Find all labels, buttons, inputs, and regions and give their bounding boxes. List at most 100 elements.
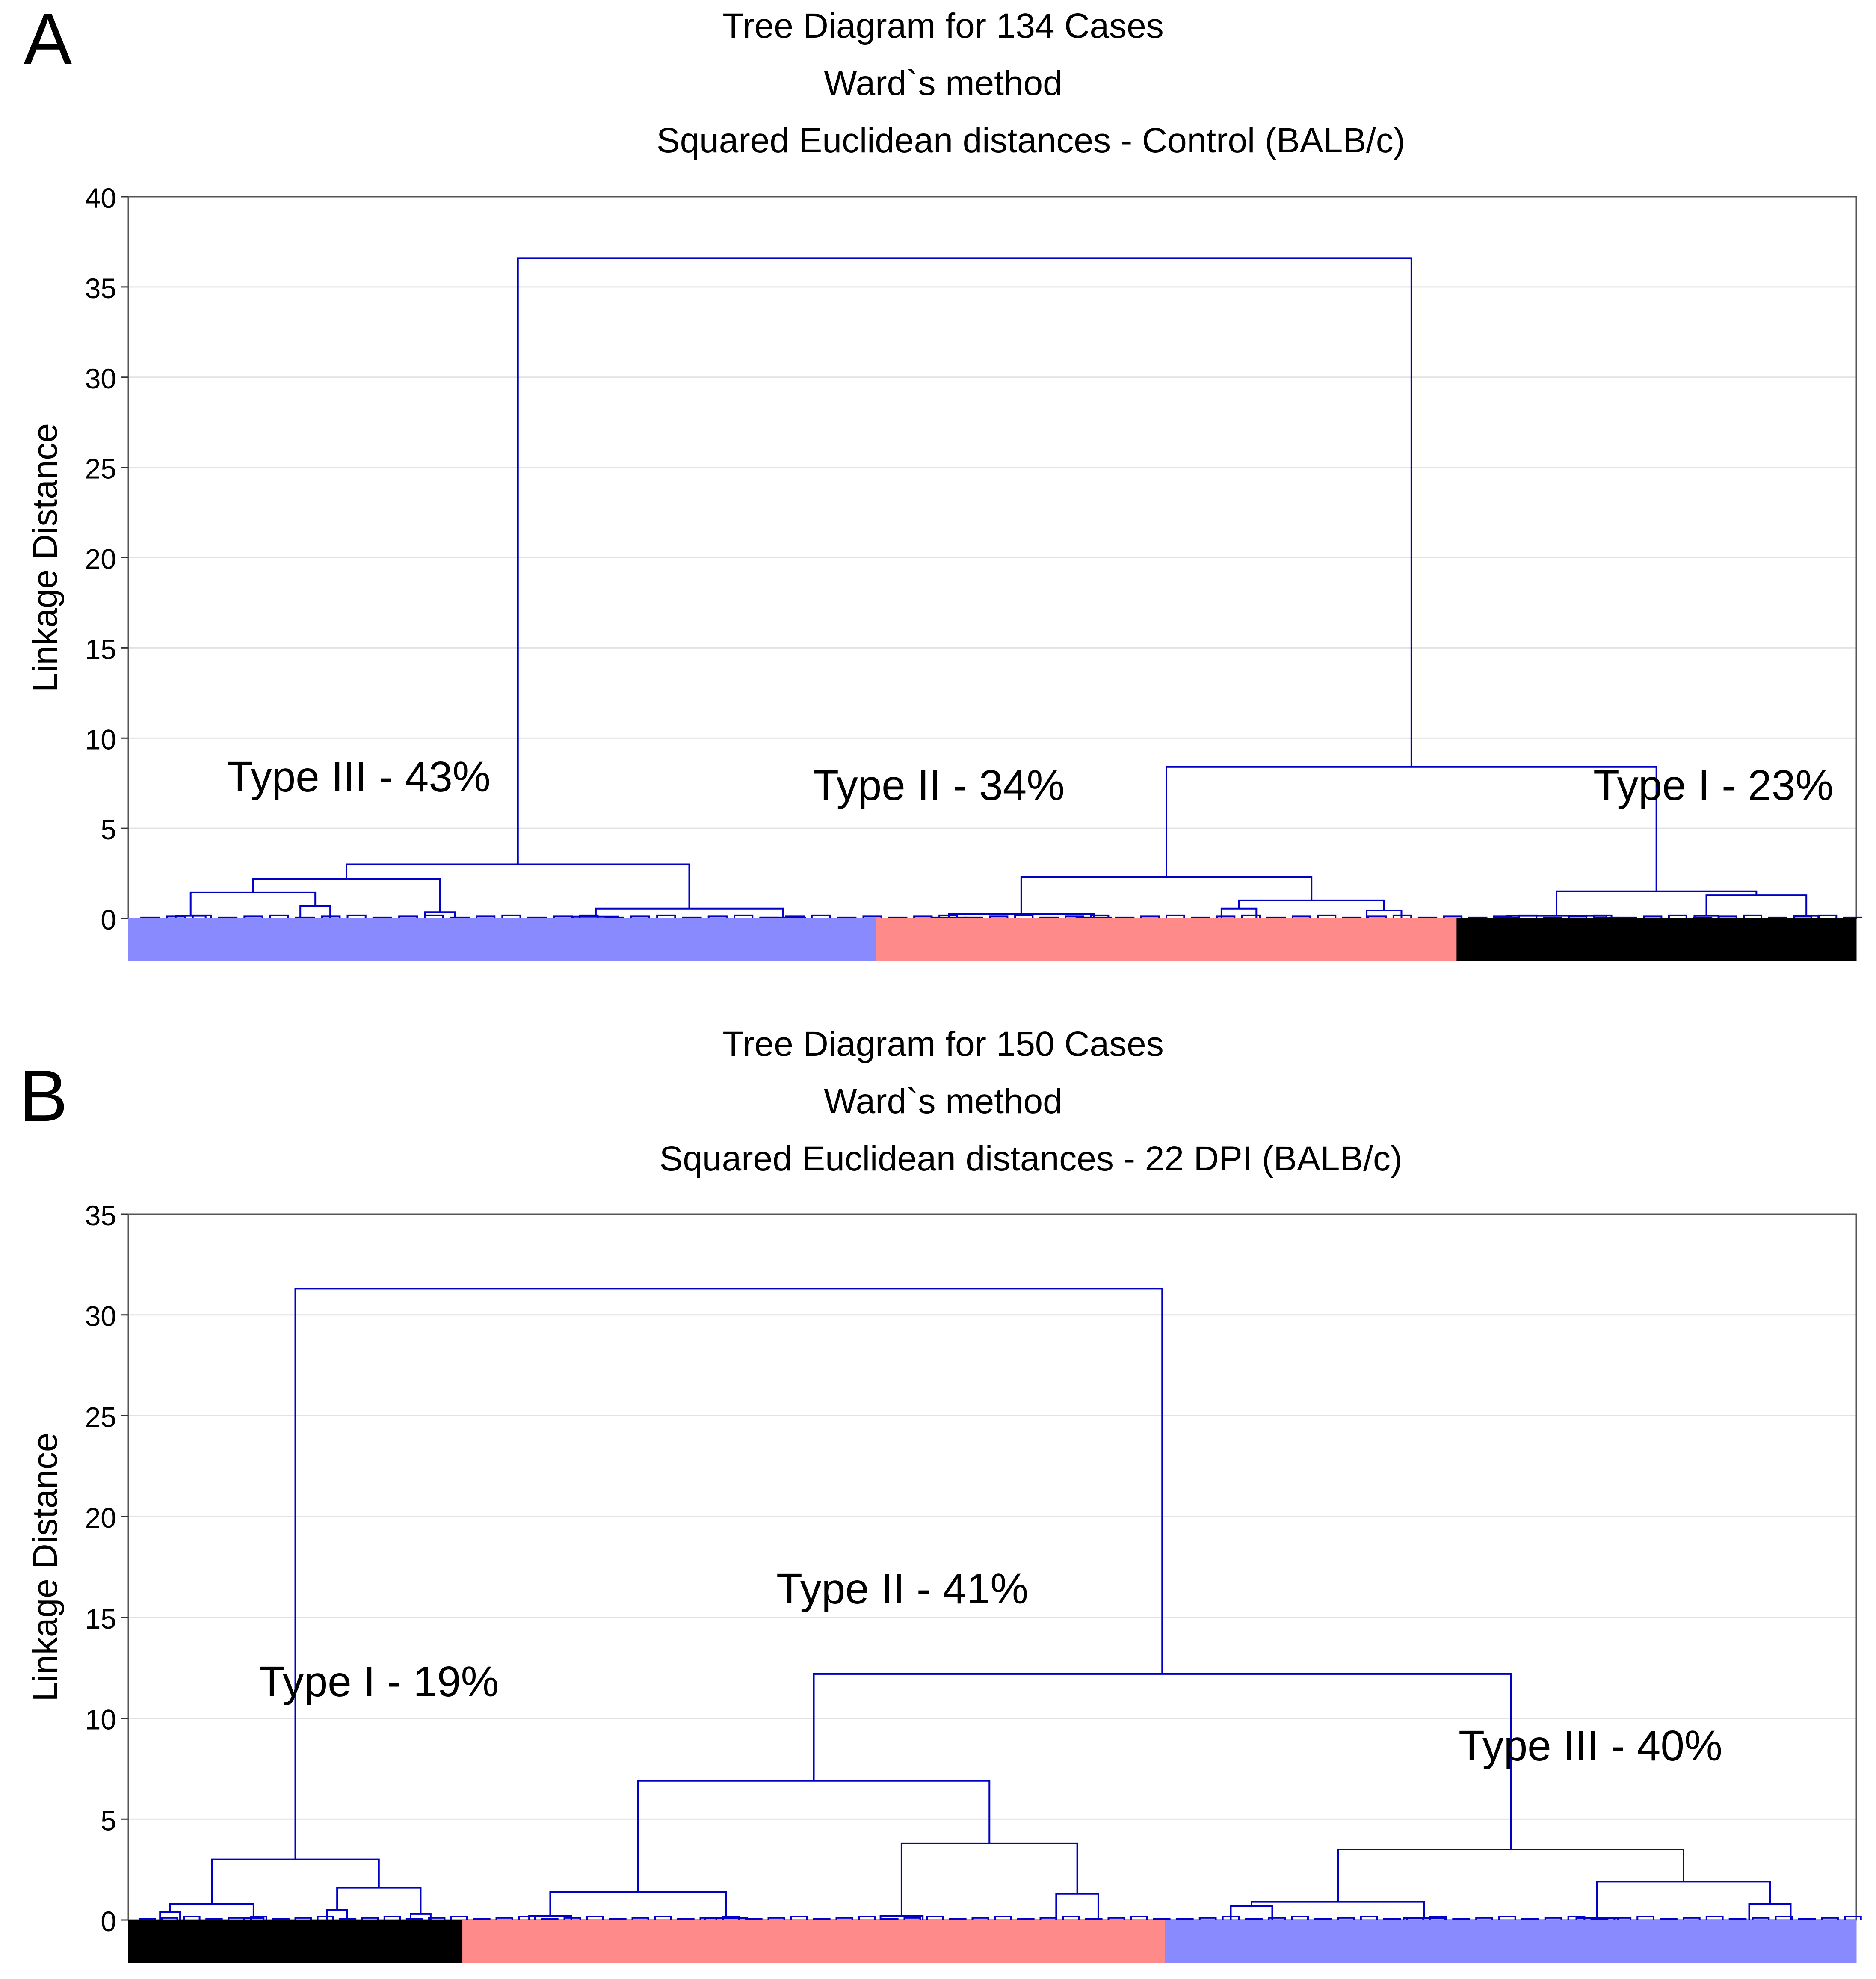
chart-b-leaf-link (1337, 1917, 1355, 1920)
chart-b-dendrogram-link (211, 1858, 380, 1904)
chart-b-leaf-link (361, 1917, 379, 1920)
chart-b-dendrogram-link (637, 1780, 991, 1892)
chart-b-dendrogram-link (1337, 1849, 1684, 1902)
chart-a-leaf-link (1291, 915, 1311, 918)
chart-b-leaf-link (881, 1918, 899, 1920)
chart-a-title-line-3: Squared Euclidean distances - Control (B… (657, 121, 1405, 160)
chart-b-label-type-iii: Type III - 40% (1459, 1722, 1722, 1770)
chart-a-dendrogram-link (595, 907, 784, 918)
chart-b-leaf-link (1590, 1918, 1609, 1920)
chart-b-leaf-link (1085, 1918, 1103, 1920)
chart-a-color-bar-type-i (1456, 918, 1857, 961)
chart-a-dendrogram-link (1020, 876, 1313, 914)
chart-a-label-type-iii: Type III - 43% (227, 753, 491, 801)
chart-b-y-tick-label: 10 (85, 1704, 116, 1736)
chart-b-leaf-link (1521, 1918, 1539, 1920)
chart-a-leaf-link (734, 914, 754, 918)
chart-b-title-line-2: Ward`s method (824, 1082, 1062, 1121)
chart-b-dendrogram-link (1403, 1917, 1446, 1920)
chart-a-leaf-link (862, 915, 882, 918)
chart-a-leaf-link (398, 915, 418, 918)
chart-b-leaf-link (1452, 1918, 1471, 1920)
chart-a-title-line-1: Tree Diagram for 134 Cases (722, 6, 1164, 45)
chart-b-leaf-link (473, 1918, 491, 1920)
chart-b-leaf-link (1683, 1917, 1701, 1920)
chart-b-leaf-link (541, 1918, 559, 1920)
chart-b-leaf-link (317, 1915, 334, 1920)
chart-b-leaf-link (563, 1917, 581, 1920)
panel-letter-b: B (19, 1055, 68, 1137)
chart-b-label-type-ii: Type II - 41% (776, 1565, 1028, 1613)
chart-b-leaf-link (1544, 1917, 1562, 1920)
chart-b-leaf-link (971, 1917, 989, 1920)
chart-a-color-bar-type-iii (128, 918, 877, 961)
chart-a-leaf-link (1014, 914, 1034, 918)
chart-a-label-type-i: Type I - 23% (1593, 761, 1833, 809)
chart-b-dendrogram-link (1251, 1901, 1425, 1918)
chart-a-leaf-link (553, 915, 573, 918)
chart-b-leaf-link (1268, 1917, 1286, 1920)
chart-b-leaf-link (1062, 1915, 1080, 1920)
chart-b-leaf-link (1821, 1917, 1839, 1920)
chart-a-leaf-link (269, 914, 289, 918)
chart-a-leaf-link (989, 915, 1009, 918)
chart-a-leaf-link (656, 914, 676, 918)
chart-a-y-tick-label: 0 (101, 904, 116, 936)
chart-b-leaf-link (994, 1915, 1012, 1920)
chart-a-dendrogram-link (189, 891, 317, 916)
chart-b-leaf-link (1844, 1915, 1862, 1920)
chart-a-y-tick-label: 15 (85, 633, 116, 665)
chart-b-leaf-link (631, 1917, 649, 1920)
chart-b-color-bar (128, 1920, 1857, 1963)
chart-b-dendrogram-link (1230, 1905, 1273, 1920)
panel-a: A Tree Diagram for 134 Cases Ward`s meth… (24, 0, 1862, 961)
chart-b-color-bar-type-iii (1165, 1920, 1857, 1963)
chart-a-dendrogram-link (517, 257, 1412, 865)
chart-b-leaf-link (1360, 1915, 1378, 1920)
chart-b-leaf-link (767, 1917, 785, 1920)
chart-b-leaf-link (926, 1915, 944, 1920)
chart-b-leaf-link (518, 1915, 536, 1920)
chart-b-dendrogram-link (900, 1842, 1078, 1916)
chart-a-leaf-link (1241, 914, 1261, 918)
chart-b-dendrogram-link (813, 1673, 1512, 1849)
chart-a-leaf-link (476, 915, 496, 918)
chart-b-leaf-link (294, 1917, 312, 1920)
chart-a-dendrogram (140, 257, 1862, 918)
chart-a-y-tick-label: 10 (85, 723, 116, 755)
chart-a-dendrogram-link (1556, 890, 1758, 916)
panel-letter-a: A (24, 0, 72, 80)
chart-a-dendrogram-link (1705, 894, 1808, 916)
chart-a-leaf-link (1392, 914, 1412, 918)
chart-b-leaf-link (1613, 1917, 1632, 1920)
chart-a-y-tick-label: 40 (85, 182, 116, 214)
chart-b-dendrogram-link (410, 1913, 432, 1920)
chart-b-y-tick-label: 5 (101, 1804, 116, 1836)
chart-b-dendrogram-link (1596, 1881, 1771, 1918)
chart-a-dendrogram-link (346, 863, 690, 909)
chart-a-y-tick-label: 20 (85, 543, 116, 575)
chart-a-y-tick-label: 30 (85, 363, 116, 394)
chart-a-y-axis-ticks: 0 5 10 15 20 25 30 35 40 (85, 182, 128, 936)
chart-a-leaf-link (1140, 915, 1160, 918)
chart-b-leaf-link (1475, 1917, 1493, 1920)
chart-a-leaf-link (1443, 915, 1463, 918)
chart-b-leaf-link (1130, 1915, 1148, 1920)
chart-b-dendrogram-link (326, 1909, 348, 1920)
chart-b-y-axis-ticks: 0 5 10 15 20 25 30 35 (85, 1200, 128, 1937)
chart-b-leaf-link (1498, 1915, 1516, 1920)
chart-b-leaf-link (495, 1917, 513, 1920)
chart-b-dendrogram (139, 1288, 1862, 1920)
chart-b-dendrogram-link (169, 1903, 254, 1918)
chart-a-color-bar (128, 918, 1857, 961)
chart-b-y-tick-label: 20 (85, 1502, 116, 1534)
chart-b-leaf-link (586, 1915, 604, 1920)
chart-b-y-tick-label: 35 (85, 1200, 116, 1231)
chart-b-color-bar-type-i (128, 1920, 463, 1963)
chart-b-title-line-3: Squared Euclidean distances - 22 DPI (BA… (660, 1139, 1403, 1178)
chart-a-dendrogram-link (299, 905, 331, 918)
chart-a-leaf-link (1317, 914, 1337, 918)
chart-a-y-axis-label: Linkage Distance (26, 423, 65, 692)
